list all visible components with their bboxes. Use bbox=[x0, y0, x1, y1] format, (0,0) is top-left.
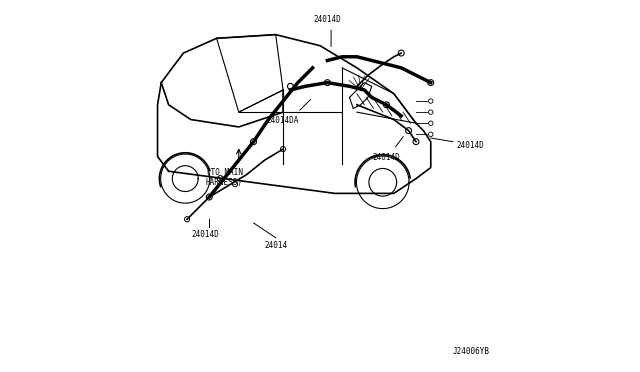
Text: 24014D: 24014D bbox=[314, 15, 341, 23]
Text: 24014D: 24014D bbox=[191, 230, 220, 239]
Text: 24014DA: 24014DA bbox=[267, 116, 300, 125]
Text: 24014D: 24014D bbox=[456, 141, 484, 150]
Text: 24014D: 24014D bbox=[372, 153, 401, 162]
Text: 24014: 24014 bbox=[264, 241, 287, 250]
Text: (TO MAIN
HARNESS): (TO MAIN HARNESS) bbox=[205, 167, 243, 187]
Text: J24006YB: J24006YB bbox=[453, 347, 490, 356]
